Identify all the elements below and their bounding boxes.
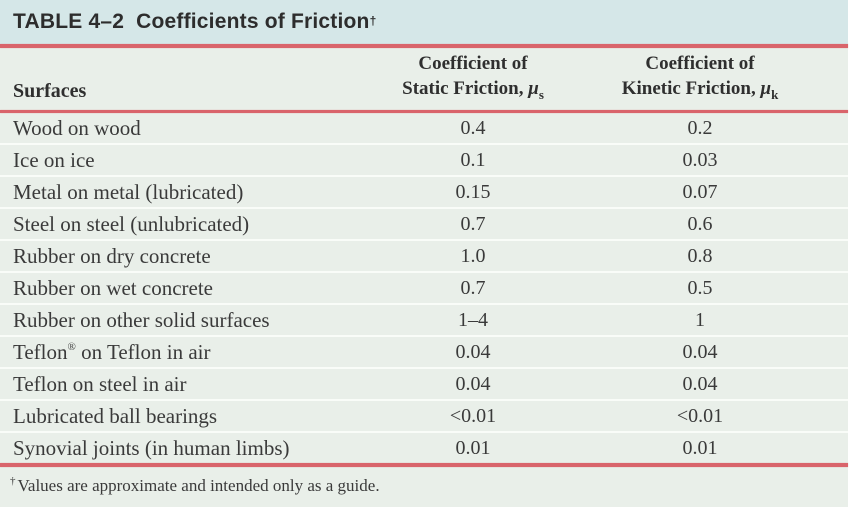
table-row: Rubber on dry concrete 1.0 0.8 — [0, 239, 848, 271]
column-header-row: Surfaces Coefficient of Static Friction,… — [0, 48, 848, 110]
static-friction-cell: 0.1 — [460, 148, 486, 171]
table-row: Lubricated ball bearings <0.01 <0.01 — [0, 399, 848, 431]
footnote-text: Values are approximate and intended only… — [17, 476, 380, 495]
surface-cell: Rubber on other solid surfaces — [13, 307, 270, 332]
static-friction-cell: 0.7 — [460, 276, 486, 299]
static-friction-cell: 1–4 — [458, 308, 488, 331]
surface-cell: Metal on metal (lubricated) — [13, 179, 244, 204]
table-body: Wood on wood 0.4 0.2 Ice on ice 0.1 0.03 Metal… — [0, 113, 848, 463]
mu-symbol: μ — [760, 77, 772, 99]
column-header-kinetic: Coefficient of Kinetic Friction, μk — [621, 53, 779, 102]
table-row: Teflon® on Teflon in air 0.04 0.04 — [0, 335, 848, 367]
surface-cell: Teflon on steel in air — [13, 371, 187, 396]
table-row: Ice on ice 0.1 0.03 — [0, 143, 848, 175]
table-title: Coefficients of Friction — [136, 10, 370, 33]
column-header-surfaces: Surfaces — [13, 80, 87, 102]
kinetic-friction-cell: 0.8 — [687, 244, 713, 267]
kinetic-friction-cell: 0.04 — [682, 372, 718, 395]
table-row: Metal on metal (lubricated) 0.15 0.07 — [0, 175, 848, 207]
table-title-bar: TABLE 4–2 Coefficients of Friction † — [0, 0, 848, 44]
table-row: Teflon on steel in air 0.04 0.04 — [0, 367, 848, 399]
static-friction-cell: 0.01 — [455, 436, 491, 459]
table-row: Wood on wood 0.4 0.2 — [0, 113, 848, 143]
kinetic-friction-cell: 0.03 — [682, 148, 718, 171]
static-friction-cell: 0.15 — [455, 180, 491, 203]
table-row: Rubber on wet concrete 0.7 0.5 — [0, 271, 848, 303]
kinetic-friction-cell: 0.6 — [687, 212, 713, 235]
surface-cell: Lubricated ball bearings — [13, 403, 218, 428]
static-friction-cell: <0.01 — [449, 404, 497, 427]
static-friction-cell: 0.4 — [460, 116, 486, 139]
mu-symbol: μ — [528, 77, 539, 99]
column-header-static: Coefficient of Static Friction, μs — [402, 53, 544, 102]
kinetic-friction-cell: <0.01 — [676, 404, 724, 427]
registered-mark: ® — [67, 340, 76, 353]
surface-cell: Wood on wood — [13, 115, 141, 140]
bottom-red-rule — [0, 463, 848, 467]
table-row: Steel on steel (unlubricated) 0.7 0.6 — [0, 207, 848, 239]
surface-cell: Ice on ice — [13, 147, 95, 172]
kinetic-friction-cell: 0.5 — [687, 276, 713, 299]
table-row: Synovial joints (in human limbs) 0.01 0.01 — [0, 431, 848, 463]
table-number: TABLE 4–2 — [13, 10, 125, 33]
top-red-rule — [0, 44, 848, 48]
static-friction-cell: 0.04 — [455, 340, 491, 363]
footnote-dagger: † — [10, 475, 16, 488]
surface-cell: Rubber on dry concrete — [13, 243, 211, 268]
kinetic-friction-cell: 0.07 — [682, 180, 718, 203]
surface-cell: Synovial joints (in human limbs) — [13, 435, 290, 460]
footnote: † Values are approximate and intended onl… — [0, 467, 848, 496]
static-friction-cell: 0.7 — [460, 212, 486, 235]
kinetic-friction-cell: 0.2 — [687, 116, 713, 139]
surface-cell: Teflon® on Teflon in air — [13, 339, 211, 364]
static-friction-cell: 1.0 — [460, 244, 486, 267]
kinetic-friction-cell: 1 — [695, 308, 705, 331]
table-row: Rubber on other solid surfaces 1–4 1 — [0, 303, 848, 335]
surface-cell: Rubber on wet concrete — [13, 275, 214, 300]
kinetic-friction-cell: 0.01 — [682, 436, 718, 459]
kinetic-friction-cell: 0.04 — [682, 340, 718, 363]
surface-cell: Steel on steel (unlubricated) — [13, 211, 250, 236]
static-friction-cell: 0.04 — [455, 372, 491, 395]
header-red-rule — [0, 110, 848, 113]
